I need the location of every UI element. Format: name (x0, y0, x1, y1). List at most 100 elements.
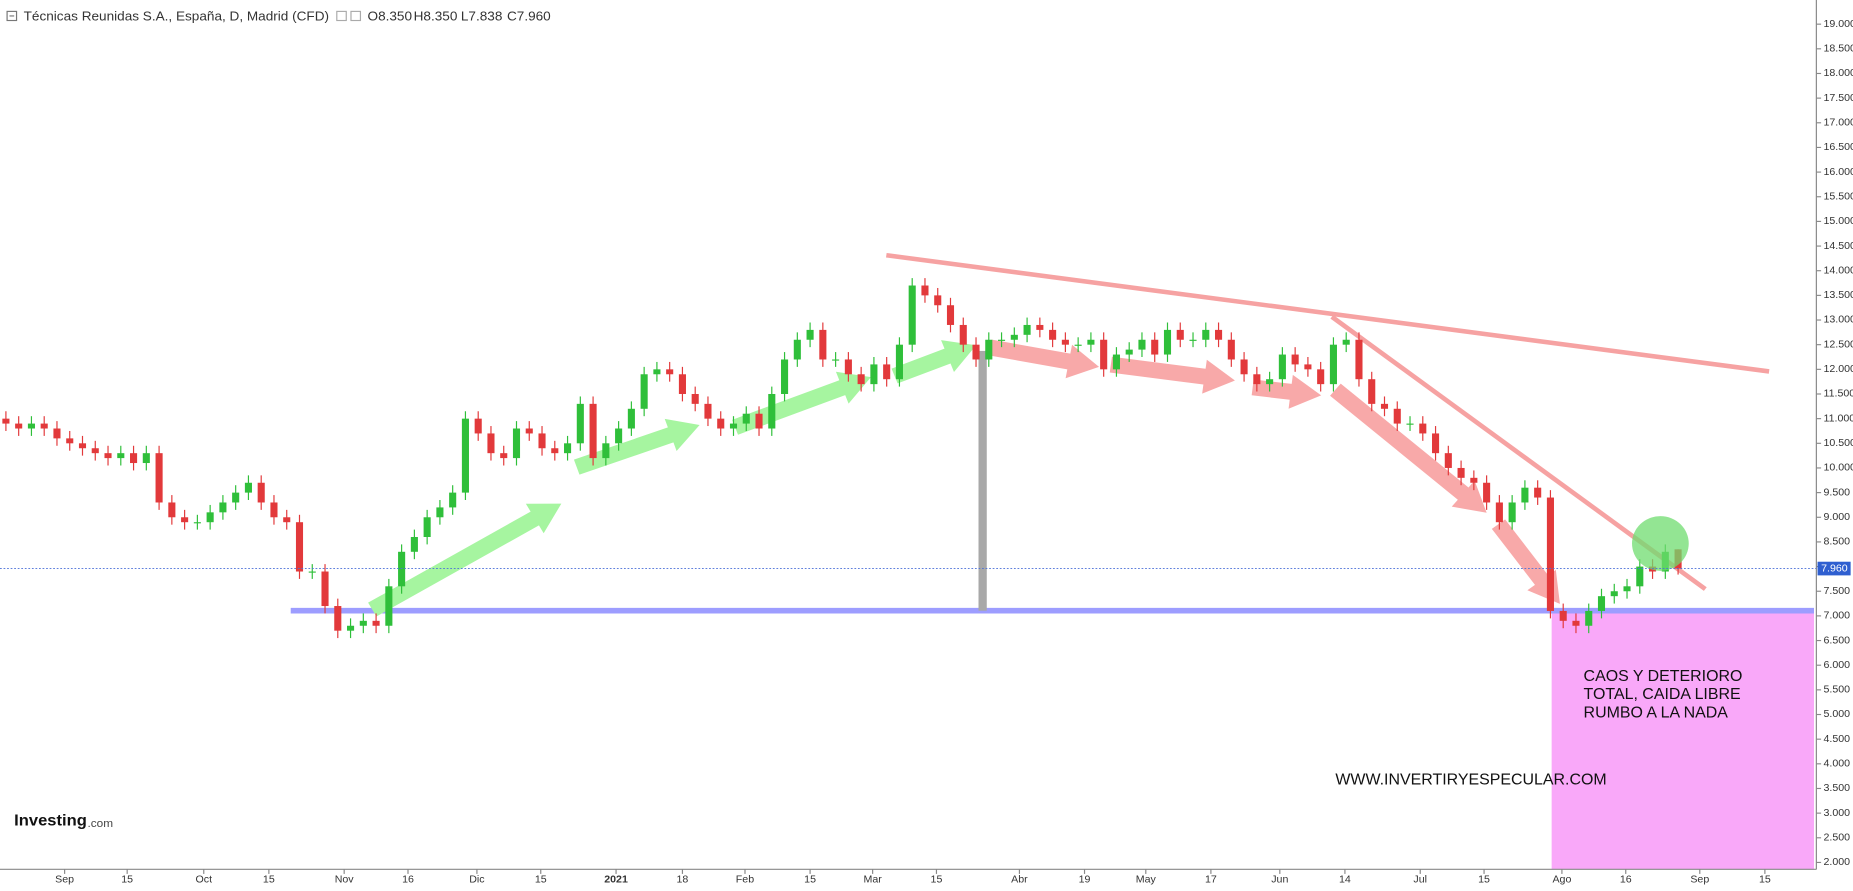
collapse-icon[interactable] (6, 10, 18, 22)
y-tick-label: 14.500 (1823, 241, 1853, 252)
ohlc-low: L7.838 (461, 9, 503, 24)
candle-body (832, 359, 840, 361)
candle-body (500, 453, 508, 459)
website: WWW.INVERTIRYESPECULAR.COM (1335, 772, 1606, 789)
settings-icon[interactable] (336, 10, 347, 22)
x-tick-label: Sep (55, 874, 74, 885)
arrow (732, 371, 871, 435)
candles (2, 278, 1682, 639)
candle-body (972, 344, 980, 360)
candle-body (142, 453, 150, 464)
candle-body (487, 433, 495, 454)
y-tick-label: 2.500 (1823, 833, 1850, 844)
x-tick-label: Jun (1271, 874, 1288, 885)
candle-body (653, 369, 661, 375)
y-tick-label: 5.000 (1823, 709, 1850, 720)
candle-body (66, 438, 74, 444)
candle-body (1457, 467, 1465, 478)
candle-body (1176, 329, 1184, 340)
candle-body (104, 453, 112, 459)
y-tick-label: 18.000 (1823, 68, 1853, 79)
y-tick-label: 16.000 (1823, 167, 1853, 178)
candle-body (1125, 349, 1133, 355)
candle-body (1636, 566, 1644, 587)
candle-body (283, 517, 291, 523)
candle-body (742, 413, 750, 424)
logo: .com (87, 817, 113, 830)
candle-body (1074, 344, 1082, 346)
y-tick-label: 4.000 (1823, 759, 1850, 770)
candle-body (934, 295, 942, 306)
candle-body (155, 453, 163, 503)
candle-body (781, 359, 789, 394)
y-tick-label: 15.000 (1823, 216, 1853, 227)
candle-body (117, 453, 125, 459)
candle-body (1393, 408, 1401, 424)
candle-body (423, 517, 431, 537)
candle-body (1342, 339, 1350, 345)
candle-body (461, 418, 469, 493)
settings-icon[interactable] (350, 10, 362, 22)
candle-body (602, 443, 610, 459)
candle-body (385, 586, 393, 626)
y-tick-label: 19.000 (1823, 19, 1853, 30)
vertical-bar (978, 350, 987, 611)
x-tick-label: Abr (1011, 874, 1028, 885)
candle-body (40, 423, 48, 429)
y-tick-label: 8.500 (1823, 537, 1850, 548)
candle-body (551, 448, 559, 454)
candle-body (1100, 339, 1108, 370)
x-tick-label: 14 (1339, 874, 1351, 885)
overlay (1632, 516, 1689, 571)
x-tick-label: 15 (121, 874, 133, 885)
candle-body (1355, 339, 1363, 380)
candle-body (895, 344, 903, 380)
candle-body (998, 339, 1006, 341)
y-tick-label: 3.000 (1823, 808, 1850, 819)
y-tick-label: 13.000 (1823, 315, 1853, 326)
candle-body (717, 418, 725, 429)
annotation: TOTAL, CAIDA LIBRE (1584, 686, 1741, 703)
candle-body (793, 339, 801, 360)
candle-body (857, 374, 865, 385)
y-tick-label: 10.500 (1823, 438, 1853, 449)
candle-body (844, 359, 852, 375)
candle-body (615, 428, 623, 444)
candle-body (1329, 344, 1337, 385)
y-tick-label: 9.500 (1823, 487, 1850, 498)
candle-body (1546, 497, 1554, 611)
arrow (1109, 356, 1235, 394)
candle-body (347, 625, 355, 631)
x-tick-label: 19 (1079, 874, 1091, 885)
ohlc-high: H8.350 (414, 9, 458, 24)
candle-body (1151, 339, 1159, 355)
candle-body (474, 418, 482, 434)
candle-body (678, 374, 686, 394)
y-tick-label: 17.500 (1823, 93, 1853, 104)
candle-body (270, 502, 278, 518)
x-tick-label: 16 (402, 874, 414, 885)
candle-body (1023, 324, 1031, 335)
y-tick-label: 12.500 (1823, 340, 1853, 351)
candle-body (1138, 339, 1146, 350)
x-tick-label: Sep (1690, 874, 1709, 885)
candle-body (819, 329, 827, 360)
candle-body (257, 482, 265, 503)
x-tick-label: May (1136, 874, 1157, 885)
last-price-label: 7.960 (1821, 563, 1848, 574)
candle-body (883, 364, 891, 380)
candle-body (755, 413, 763, 429)
candle-body (1087, 339, 1095, 345)
x-tick-label: Dic (469, 874, 484, 885)
candle-body (1585, 610, 1593, 626)
candle-body (1419, 423, 1427, 434)
candle-body (91, 448, 99, 454)
y-tick-label: 14.000 (1823, 266, 1853, 277)
candle-body (308, 571, 316, 573)
candle-body (1534, 487, 1542, 498)
y-tick-label: 12.000 (1823, 364, 1853, 375)
x-tick-label: Ago (1552, 874, 1571, 885)
candle-body (525, 428, 533, 434)
highlight-circle (1632, 516, 1689, 571)
